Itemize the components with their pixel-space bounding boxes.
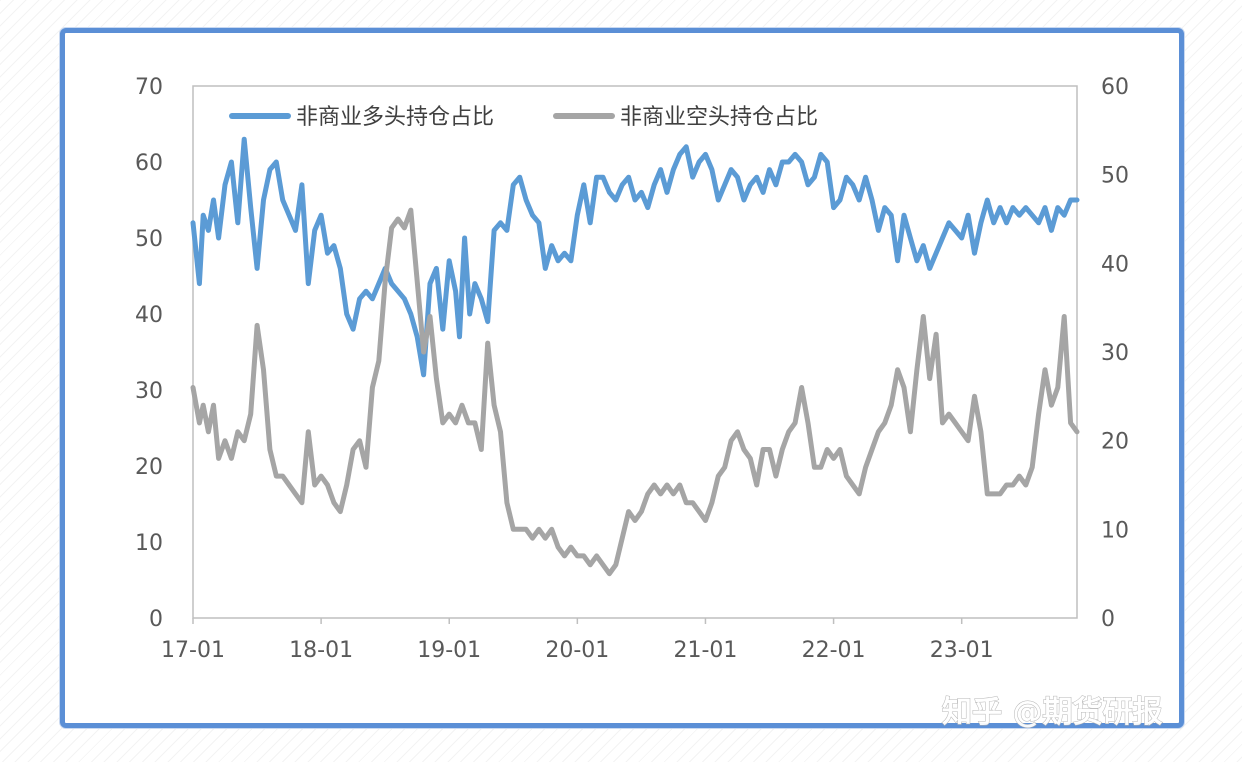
left-axis: 0 10 20 30 40 50 60 70 (135, 75, 163, 632)
x-tick-label-0: 17-01 (161, 638, 225, 663)
right-tick-label-2: 20 (1101, 430, 1129, 455)
left-tick-label-6: 60 (135, 151, 163, 176)
legend-label-1: 非商业空头持仓占比 (620, 105, 818, 130)
x-axis: 17-01 18-01 19-01 20-01 21-01 22-01 23-01 (161, 618, 994, 663)
legend-label-0: 非商业多头持仓占比 (296, 105, 494, 130)
left-tick-label-7: 70 (135, 75, 163, 100)
chart-frame (60, 28, 1184, 728)
x-tick-label-6: 23-01 (930, 638, 994, 663)
x-tick-label-1: 18-01 (289, 638, 353, 663)
x-tick-label-3: 20-01 (545, 638, 609, 663)
right-tick-label-3: 30 (1101, 341, 1129, 366)
x-tick-label-5: 22-01 (802, 638, 866, 663)
right-tick-label-0: 0 (1101, 607, 1115, 632)
right-tick-label-4: 40 (1101, 252, 1129, 277)
series-line-0 (190, 136, 1080, 378)
legend: 非商业多头持仓占比 非商业空头持仓占比 (229, 105, 818, 130)
left-tick-label-0: 0 (149, 607, 163, 632)
left-tick-label-2: 20 (135, 455, 163, 480)
x-tick-label-2: 19-01 (417, 638, 481, 663)
left-tick-label-1: 10 (135, 531, 163, 556)
left-tick-label-3: 30 (135, 379, 163, 404)
series-line-1 (190, 207, 1080, 577)
left-tick-label-5: 50 (135, 227, 163, 252)
right-axis: 0 10 20 30 40 50 60 (1101, 75, 1129, 632)
left-tick-label-4: 40 (135, 303, 163, 328)
series-lines (190, 136, 1080, 577)
plot-area-border (192, 85, 1078, 619)
x-tick-label-4: 21-01 (673, 638, 737, 663)
watermark-text: 知乎 @期货研报 (942, 695, 1162, 730)
right-tick-label-6: 60 (1101, 75, 1129, 100)
right-tick-label-5: 50 (1101, 164, 1129, 189)
right-tick-label-1: 10 (1101, 518, 1129, 543)
